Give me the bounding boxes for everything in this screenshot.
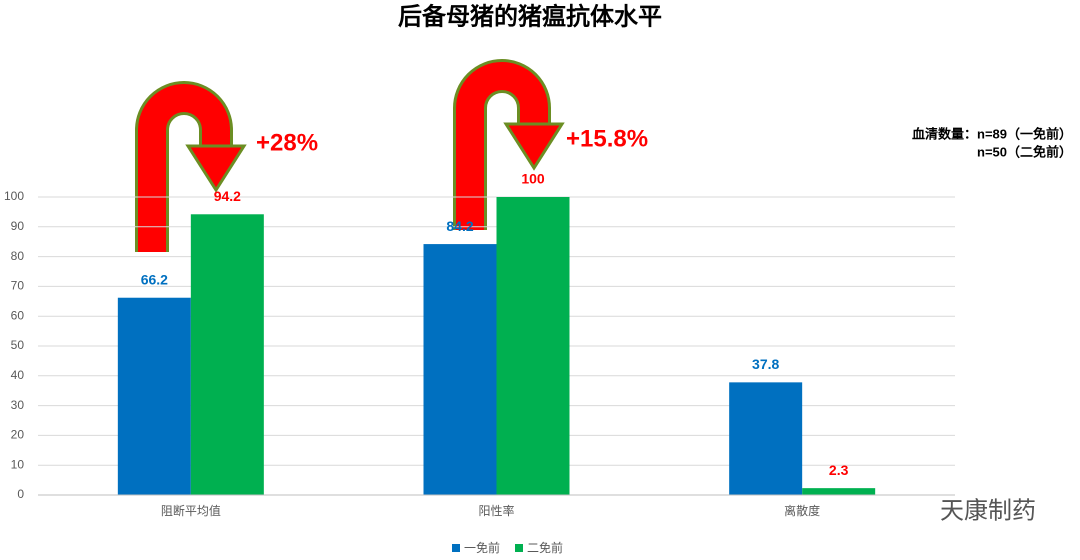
chart-title: 后备母猪的猪瘟抗体水平	[398, 2, 662, 30]
value-label: 2.3	[829, 462, 849, 478]
bar	[190, 214, 264, 495]
annotation: +15.8%	[566, 125, 648, 152]
y-tick-label: 0	[17, 487, 24, 501]
value-label: 94.2	[214, 188, 241, 204]
y-tick-label: 60	[11, 308, 25, 322]
y-tick-label: 80	[11, 249, 25, 263]
legend-label: 二免前	[527, 540, 563, 555]
legend-swatch	[452, 544, 460, 552]
y-tick-label: 50	[11, 338, 25, 352]
y-tick-label: 100	[4, 189, 24, 203]
y-tick-label: 70	[11, 279, 25, 293]
bar	[802, 488, 876, 495]
value-label: 37.8	[752, 356, 779, 372]
x-tick-label: 阻断平均值	[161, 503, 221, 518]
y-tick-label: 40	[11, 368, 25, 382]
value-label: 84.2	[446, 218, 473, 234]
value-label: 66.2	[141, 271, 168, 287]
note: 血清数量：n=89（一免前）	[912, 126, 1072, 141]
arrow	[453, 59, 565, 230]
legend-label: 一免前	[464, 540, 500, 555]
note: n=50（二免前）	[977, 144, 1072, 159]
bar	[729, 382, 803, 495]
value-label: 100	[521, 171, 545, 187]
bar	[423, 244, 497, 495]
arrow	[135, 81, 247, 252]
y-tick-label: 90	[11, 219, 25, 233]
watermark: 天康制药	[940, 497, 1036, 524]
bar	[117, 297, 191, 495]
y-tick-label: 10	[11, 457, 25, 471]
bar	[496, 197, 570, 495]
annotation: +28%	[256, 129, 318, 156]
legend-swatch	[515, 544, 523, 552]
x-tick-label: 阳性率	[478, 503, 514, 518]
x-tick-label: 离散度	[784, 503, 820, 518]
y-tick-label: 30	[11, 398, 25, 412]
y-tick-label: 20	[11, 428, 25, 442]
